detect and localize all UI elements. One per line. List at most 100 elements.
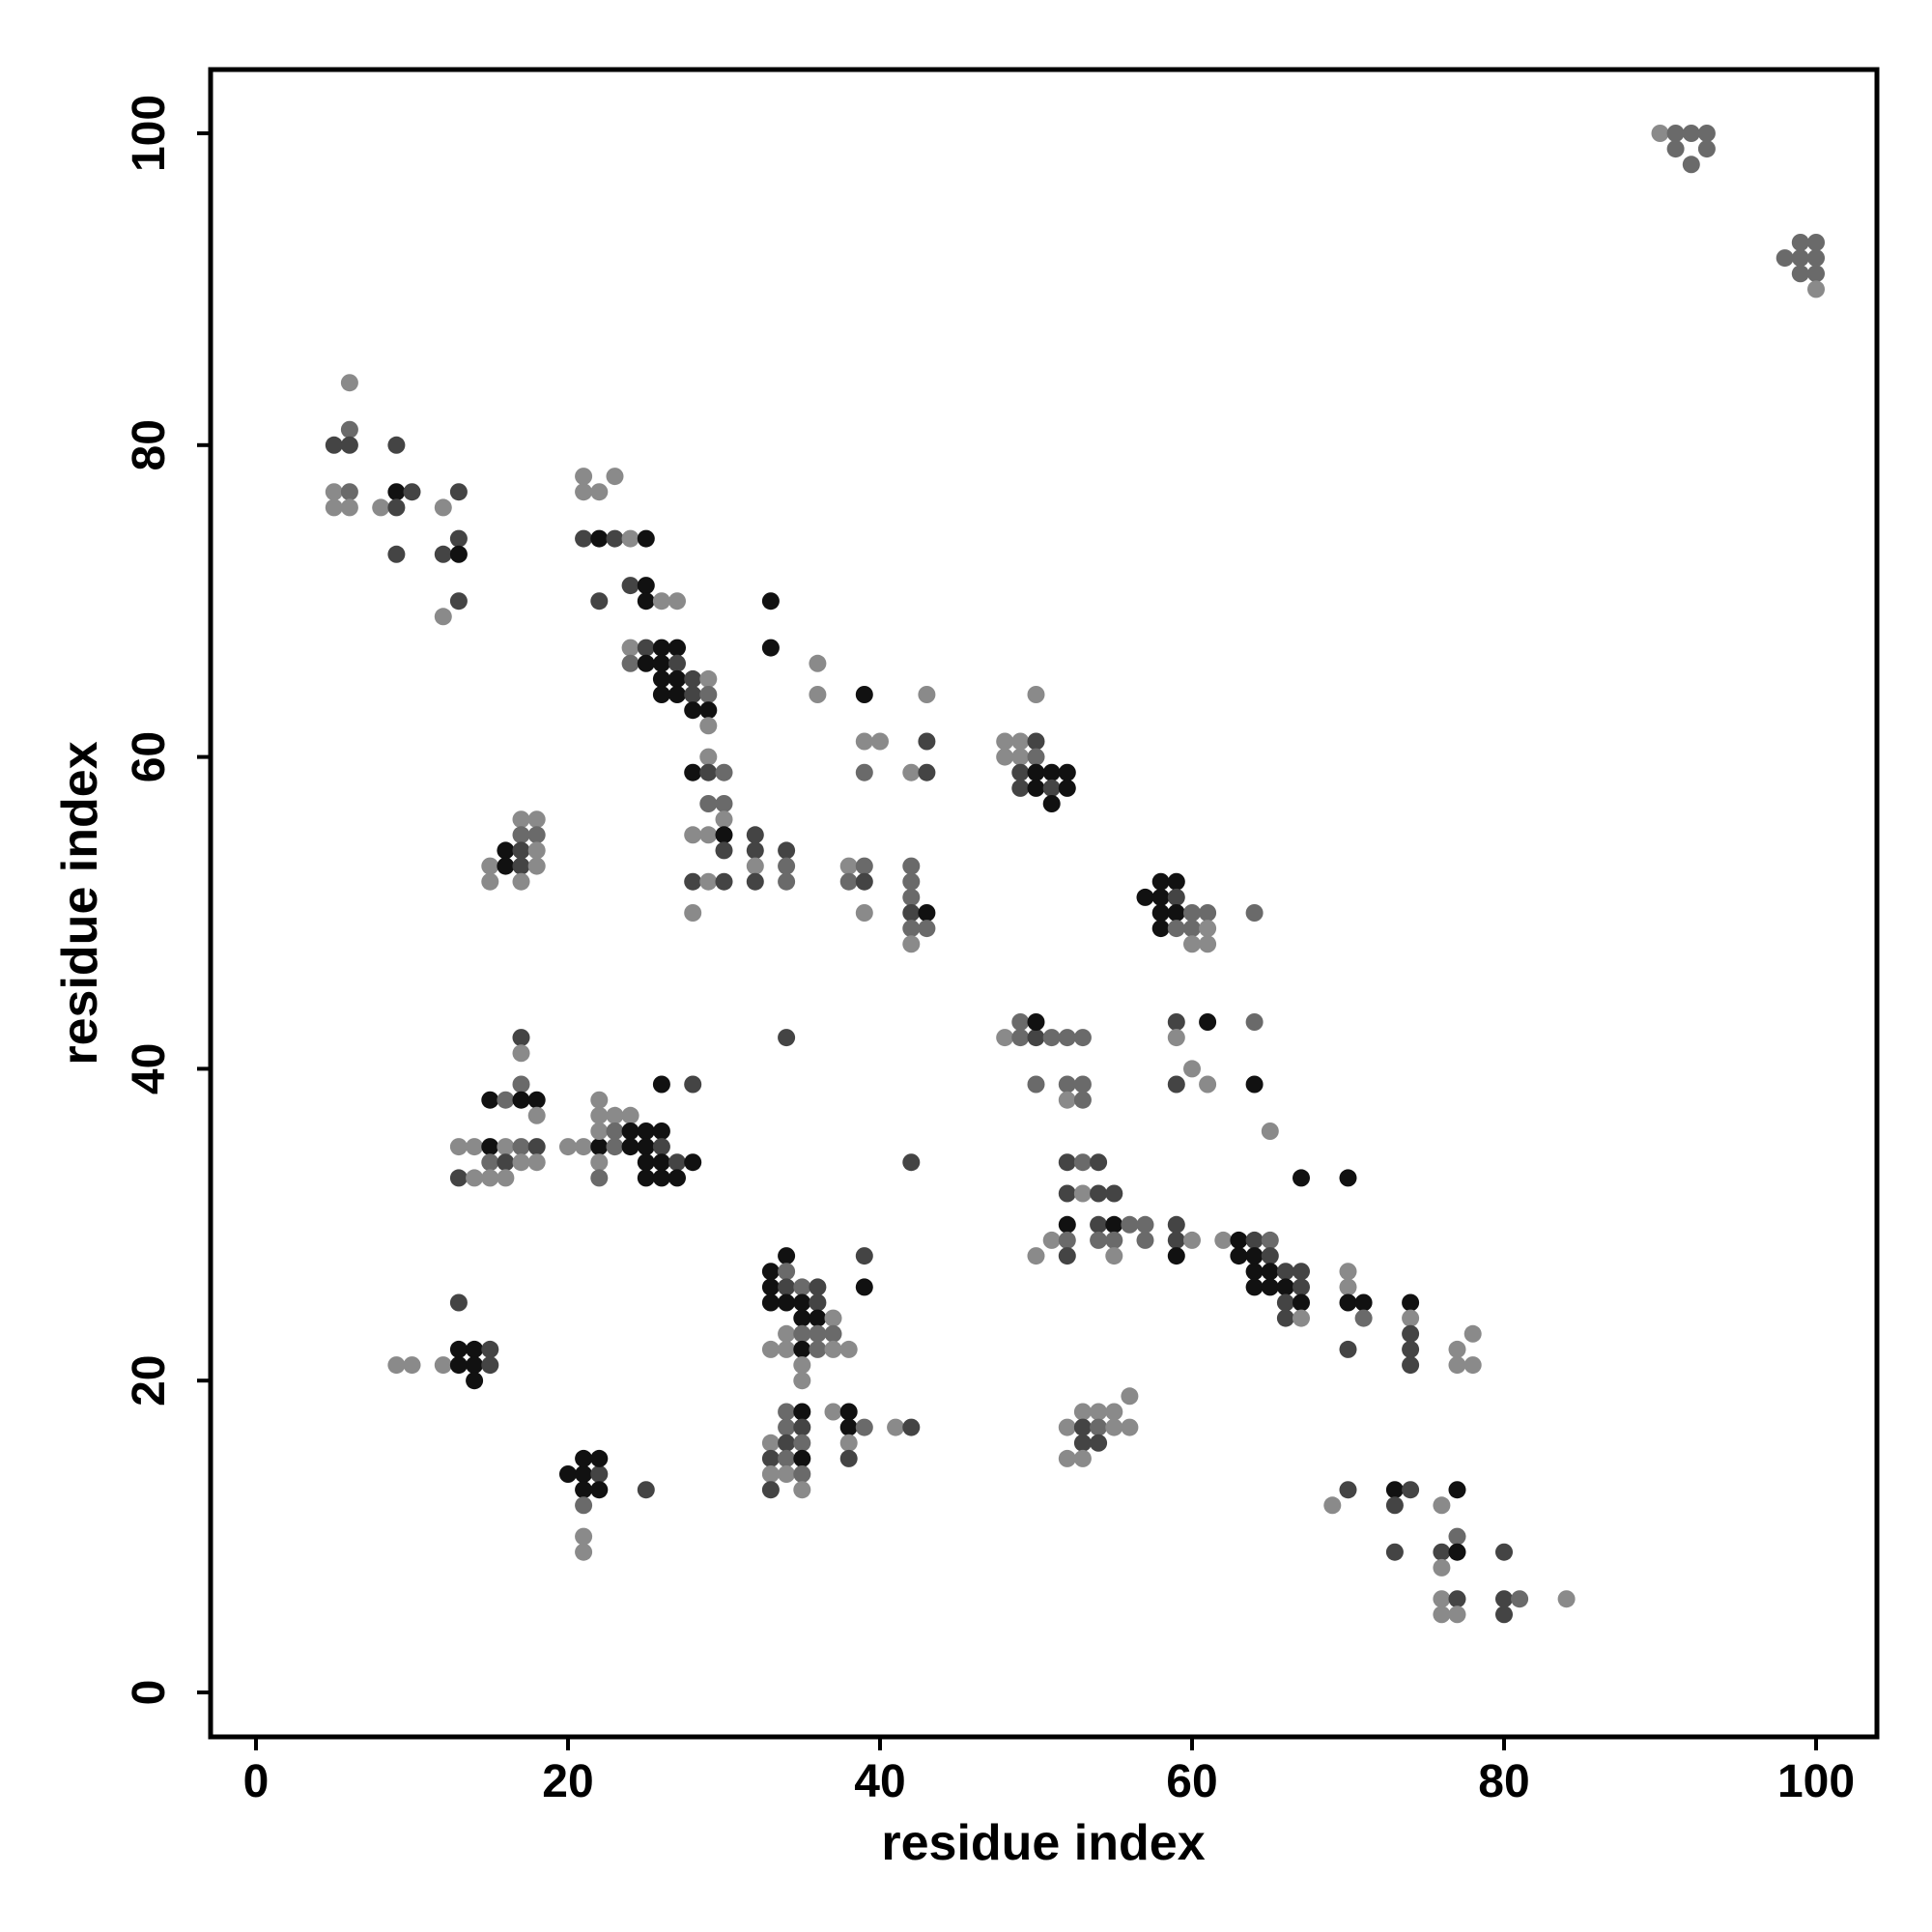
- contact-point: [778, 872, 796, 891]
- contact-point: [621, 1122, 639, 1140]
- contact-point: [761, 639, 780, 657]
- contact-point: [1261, 1231, 1279, 1249]
- contact-point: [839, 1434, 858, 1452]
- contact-point: [512, 1075, 530, 1094]
- contact-point: [652, 686, 670, 703]
- contact-point: [1073, 1029, 1092, 1047]
- contact-point: [1167, 888, 1185, 906]
- contact-point: [512, 810, 530, 829]
- contact-point: [512, 1091, 530, 1109]
- contact-point: [1245, 1278, 1264, 1296]
- contact-point: [1261, 1263, 1279, 1281]
- contact-point: [559, 1138, 577, 1156]
- contact-point: [684, 872, 702, 891]
- contact-point: [699, 826, 718, 844]
- contact-point: [699, 763, 718, 781]
- contact-point: [668, 669, 686, 688]
- contact-point: [1402, 1481, 1420, 1499]
- contact-point: [1073, 1075, 1092, 1094]
- contact-point: [1058, 1091, 1076, 1109]
- contact-point: [1354, 1309, 1373, 1327]
- contact-point: [449, 1169, 468, 1187]
- contact-point: [637, 592, 655, 611]
- contact-point: [699, 701, 718, 720]
- contact-point: [340, 374, 358, 392]
- contact-point: [527, 1138, 546, 1156]
- contact-point: [809, 1324, 827, 1343]
- contact-point: [1073, 1153, 1092, 1172]
- contact-point: [855, 904, 873, 922]
- contact-point: [855, 1247, 873, 1265]
- contact-point: [918, 732, 936, 751]
- contact-point: [481, 1091, 499, 1109]
- contact-point: [590, 1481, 609, 1499]
- contact-point: [1791, 265, 1809, 283]
- contact-point: [1090, 1434, 1108, 1452]
- contact-point: [449, 1138, 468, 1156]
- contact-point: [1058, 1153, 1076, 1172]
- contact-point: [715, 795, 733, 812]
- contact-point: [778, 1324, 796, 1343]
- contact-point: [575, 468, 593, 486]
- contact-point: [1339, 1481, 1357, 1499]
- contact-point: [1167, 872, 1185, 891]
- contact-point: [1557, 1590, 1576, 1608]
- contact-point: [839, 857, 858, 875]
- contact-point: [778, 1278, 796, 1296]
- x-tick-label: 60: [1166, 1756, 1217, 1807]
- contact-point: [1042, 1231, 1061, 1249]
- contact-point: [434, 498, 452, 517]
- contact-point: [918, 920, 936, 938]
- contact-point: [466, 1356, 484, 1375]
- contact-point: [996, 1029, 1014, 1047]
- contact-point: [1276, 1293, 1294, 1312]
- contact-point: [746, 826, 764, 844]
- contact-point: [793, 1449, 811, 1467]
- contact-point: [575, 1527, 593, 1546]
- contact-point: [902, 888, 921, 906]
- contact-point: [1666, 140, 1685, 158]
- contact-point: [668, 686, 686, 703]
- contact-point: [1136, 1215, 1154, 1234]
- contact-point: [1682, 156, 1700, 174]
- contact-point: [1121, 1418, 1139, 1436]
- contact-point: [590, 529, 609, 548]
- x-tick-label: 100: [1777, 1756, 1855, 1807]
- contact-point: [778, 1247, 796, 1265]
- contact-point: [1058, 1184, 1076, 1203]
- contact-point: [434, 608, 452, 626]
- contact-point: [1136, 888, 1154, 906]
- contact-point: [1448, 1527, 1466, 1546]
- contact-point: [778, 1340, 796, 1358]
- contact-point: [1105, 1215, 1123, 1234]
- contact-point: [652, 1075, 670, 1094]
- contact-point: [1105, 1231, 1123, 1249]
- y-axis-title: residue index: [52, 741, 108, 1065]
- contact-point: [1167, 1231, 1185, 1249]
- contact-point: [590, 1091, 609, 1109]
- contact-point: [1433, 1496, 1451, 1515]
- contact-point: [793, 1356, 811, 1375]
- contact-point: [715, 872, 733, 891]
- contact-point: [1167, 920, 1185, 938]
- contact-point: [1105, 1418, 1123, 1436]
- contact-point: [761, 1278, 780, 1296]
- y-tick-label: 40: [124, 1043, 175, 1094]
- x-tick-label: 80: [1478, 1756, 1529, 1807]
- contact-point: [902, 920, 921, 938]
- contact-point: [1090, 1153, 1108, 1172]
- contact-point: [1293, 1263, 1310, 1281]
- contact-point: [1261, 1247, 1279, 1265]
- contact-point: [1448, 1543, 1466, 1561]
- contact-point: [512, 1029, 530, 1047]
- contact-point: [1058, 1075, 1076, 1094]
- contact-point: [527, 1091, 546, 1109]
- contact-point: [1073, 1418, 1092, 1436]
- contact-point: [715, 763, 733, 781]
- contact-point: [1448, 1605, 1466, 1624]
- contact-point: [918, 686, 936, 703]
- contact-point: [590, 483, 609, 501]
- contact-point: [481, 1138, 499, 1156]
- contact-point: [1011, 732, 1030, 751]
- contact-point: [1121, 1387, 1139, 1406]
